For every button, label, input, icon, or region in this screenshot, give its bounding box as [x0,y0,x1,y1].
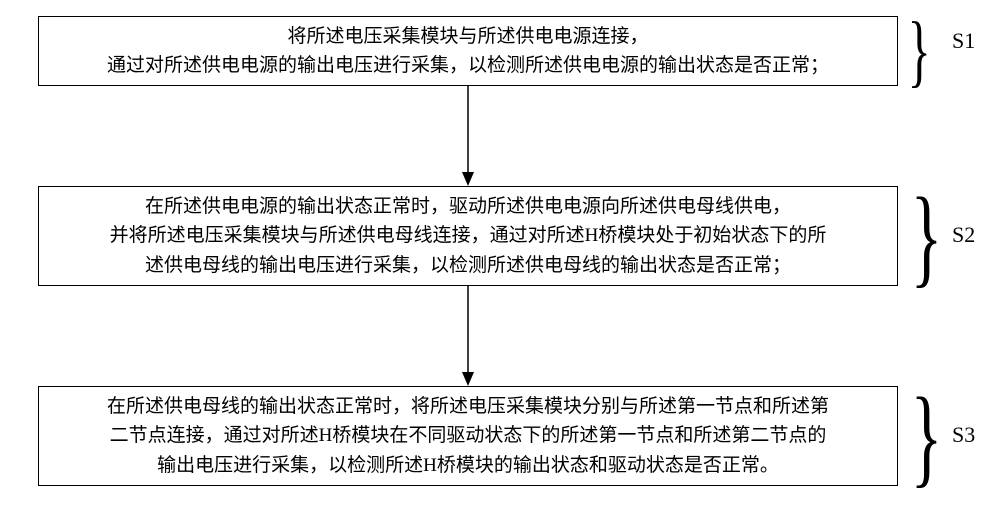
step-label-s2: S2 [952,222,975,248]
step-line: 输出电压进行采集，以检测所述H桥模块的输出状态和驱动状态是否正常。 [107,451,829,480]
step-line: 通过对所述供电电源的输出电压进行采集，以检测所述供电电源的输出状态是否正常； [107,51,829,80]
step-label-s3: S3 [952,422,975,448]
step-line: 述供电母线的输出电压进行采集，以检测所述供电母线的输出状态是否正常； [110,251,827,280]
step-line: 在所述供电母线的输出状态正常时，将所述电压采集模块分别与所述第一节点和所述第 [107,392,829,421]
brace-s3: } [911,382,943,490]
step-text-s3: 在所述供电母线的输出状态正常时，将所述电压采集模块分别与所述第一节点和所述第二节… [107,392,829,480]
step-box-s1: 将所述电压采集模块与所述供电电源连接，通过对所述供电电源的输出电压进行采集，以检… [38,16,898,86]
step-line: 将所述电压采集模块与所述供电电源连接， [107,22,829,51]
step-box-s3: 在所述供电母线的输出状态正常时，将所述电压采集模块分别与所述第一节点和所述第二节… [38,386,898,486]
step-line: 二节点连接，通过对所述H桥模块在不同驱动状态下的所述第一节点和所述第二节点的 [107,421,829,450]
arrow-s1-s2 [448,86,488,186]
step-text-s2: 在所述供电电源的输出状态正常时，驱动所述供电电源向所述供电母线供电，并将所述电压… [110,192,827,280]
brace-s2: } [911,182,943,290]
flowchart-canvas: 将所述电压采集模块与所述供电电源连接，通过对所述供电电源的输出电压进行采集，以检… [0,0,1000,527]
step-box-s2: 在所述供电电源的输出状态正常时，驱动所述供电电源向所述供电母线供电，并将所述电压… [38,186,898,286]
step-text-s1: 将所述电压采集模块与所述供电电源连接，通过对所述供电电源的输出电压进行采集，以检… [107,22,829,81]
arrow-s2-s3 [448,286,488,386]
brace-s1: } [908,12,931,90]
step-label-s1: S1 [952,28,975,54]
step-line: 并将所述电压采集模块与所述供电母线连接，通过对所述H桥模块处于初始状态下的所 [110,221,827,250]
step-line: 在所述供电电源的输出状态正常时，驱动所述供电电源向所述供电母线供电， [110,192,827,221]
